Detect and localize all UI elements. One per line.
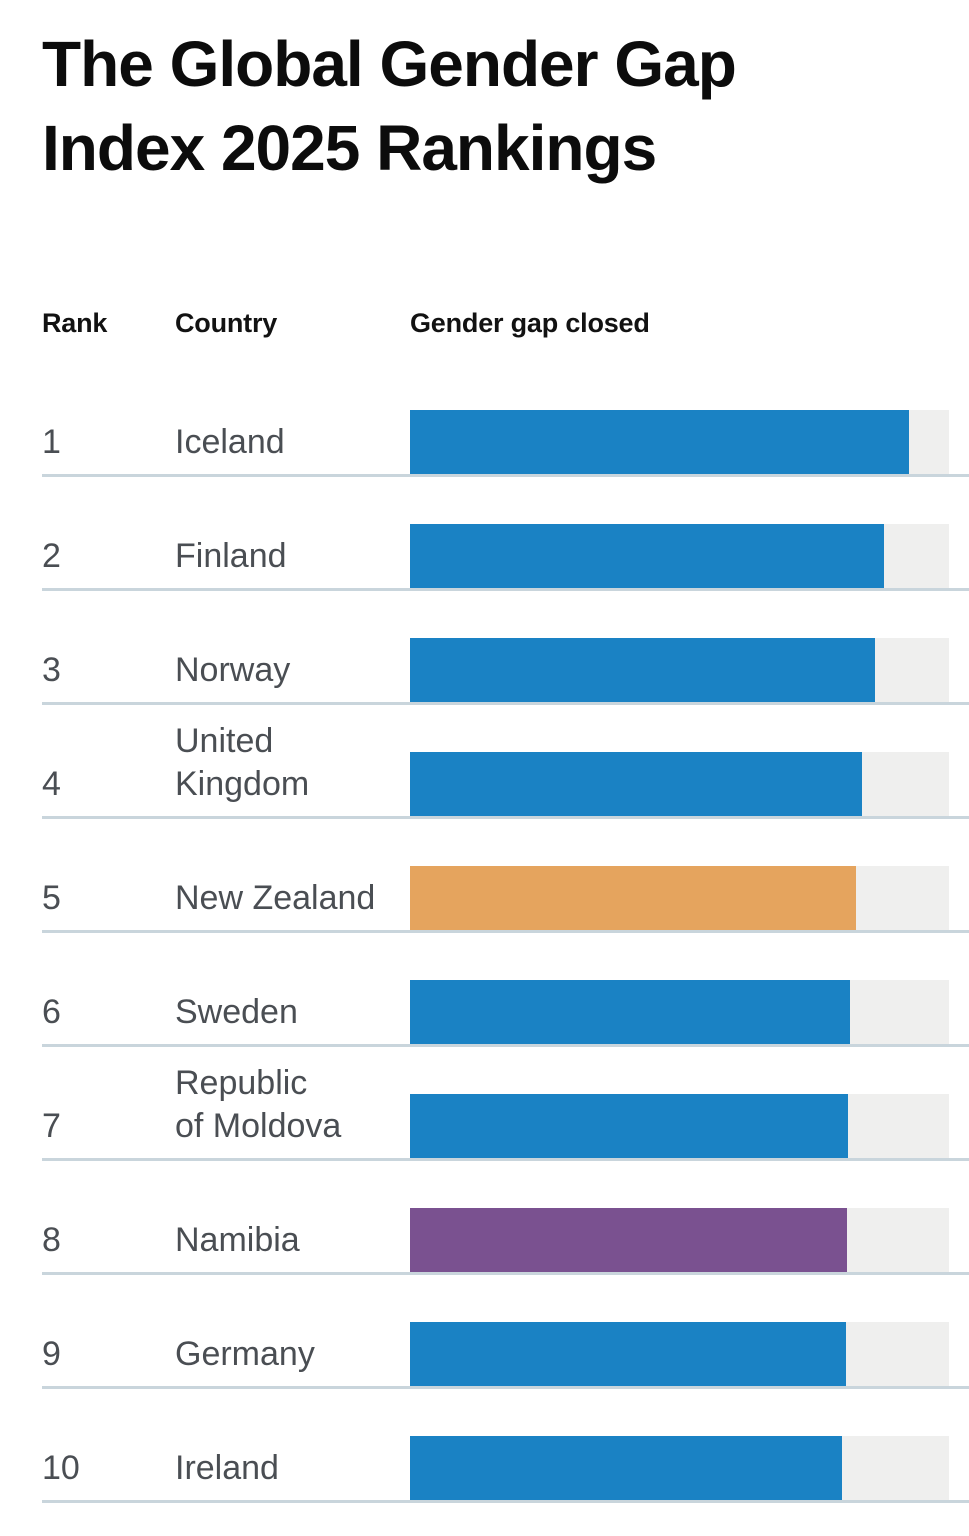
ranking-row: 3 Norway	[0, 591, 969, 705]
rank-number: 6	[42, 992, 61, 1031]
ranking-row: 1 Iceland	[0, 363, 969, 477]
gap-closed-bar	[410, 410, 910, 474]
gap-closed-bar	[410, 752, 862, 816]
rank-number: 5	[42, 878, 61, 917]
ranking-row: 5 New Zealand	[0, 819, 969, 933]
rank-number: 9	[42, 1334, 61, 1373]
gap-closed-bar	[410, 524, 884, 588]
country-label: Republic of Moldova	[175, 1064, 342, 1145]
bar-track	[410, 524, 949, 588]
rank-number: 1	[42, 422, 61, 461]
country-label: Finland	[175, 537, 287, 575]
ranking-row: 7 Republic of Moldova	[0, 1047, 969, 1161]
ranking-row: 4 United Kingdom	[0, 705, 969, 819]
country-label: Iceland	[175, 423, 285, 461]
row-separator	[42, 1044, 969, 1047]
row-separator	[42, 702, 969, 705]
rank-number: 7	[42, 1106, 61, 1145]
ranking-rows: 1 Iceland 2 Finland 3 Norway 4 United Ki…	[0, 363, 969, 1503]
row-separator	[42, 1158, 969, 1161]
country-label: United Kingdom	[175, 722, 310, 803]
country-label: Germany	[175, 1335, 315, 1373]
row-separator	[42, 1386, 969, 1389]
gap-closed-bar	[410, 1094, 849, 1158]
row-separator	[42, 816, 969, 819]
column-header-country: Country	[175, 308, 278, 338]
country-label: Norway	[175, 651, 291, 689]
row-separator	[42, 588, 969, 591]
ranking-row: 6 Sweden	[0, 933, 969, 1047]
bar-track	[410, 1094, 949, 1158]
row-separator	[42, 1272, 969, 1275]
country-label: New Zealand	[175, 879, 376, 917]
bar-track	[410, 1436, 949, 1500]
country-label: Ireland	[175, 1449, 279, 1487]
rank-number: 4	[42, 764, 61, 803]
bar-track	[410, 1322, 949, 1386]
bar-track	[410, 638, 949, 702]
rank-number: 3	[42, 650, 61, 689]
page-title: The Global Gender Gap Index 2025 Ranking…	[42, 28, 737, 184]
ranking-row: 2 Finland	[0, 477, 969, 591]
ranking-row: 8 Namibia	[0, 1161, 969, 1275]
ranking-row: 9 Germany	[0, 1275, 969, 1389]
rank-number: 2	[42, 536, 61, 575]
gap-closed-bar	[410, 638, 876, 702]
column-header-gap-closed: Gender gap closed	[410, 308, 650, 338]
gap-closed-bar	[410, 1436, 842, 1500]
country-label: Sweden	[175, 993, 298, 1031]
bar-track	[410, 410, 949, 474]
gap-closed-bar	[410, 866, 856, 930]
row-separator	[42, 930, 969, 933]
column-header-rank: Rank	[42, 308, 108, 338]
bar-track	[410, 1208, 949, 1272]
row-separator	[42, 474, 969, 477]
gap-closed-bar	[410, 1208, 848, 1272]
rank-number: 10	[42, 1448, 80, 1487]
gap-closed-bar	[410, 980, 851, 1044]
row-separator	[42, 1500, 969, 1503]
bar-track	[410, 752, 949, 816]
bar-track	[410, 866, 949, 930]
gap-closed-bar	[410, 1322, 847, 1386]
country-label: Namibia	[175, 1221, 300, 1259]
ranking-row: 10 Ireland	[0, 1389, 969, 1503]
column-headers: Rank Country Gender gap closed	[0, 308, 969, 342]
bar-track	[410, 980, 949, 1044]
rank-number: 8	[42, 1220, 61, 1259]
